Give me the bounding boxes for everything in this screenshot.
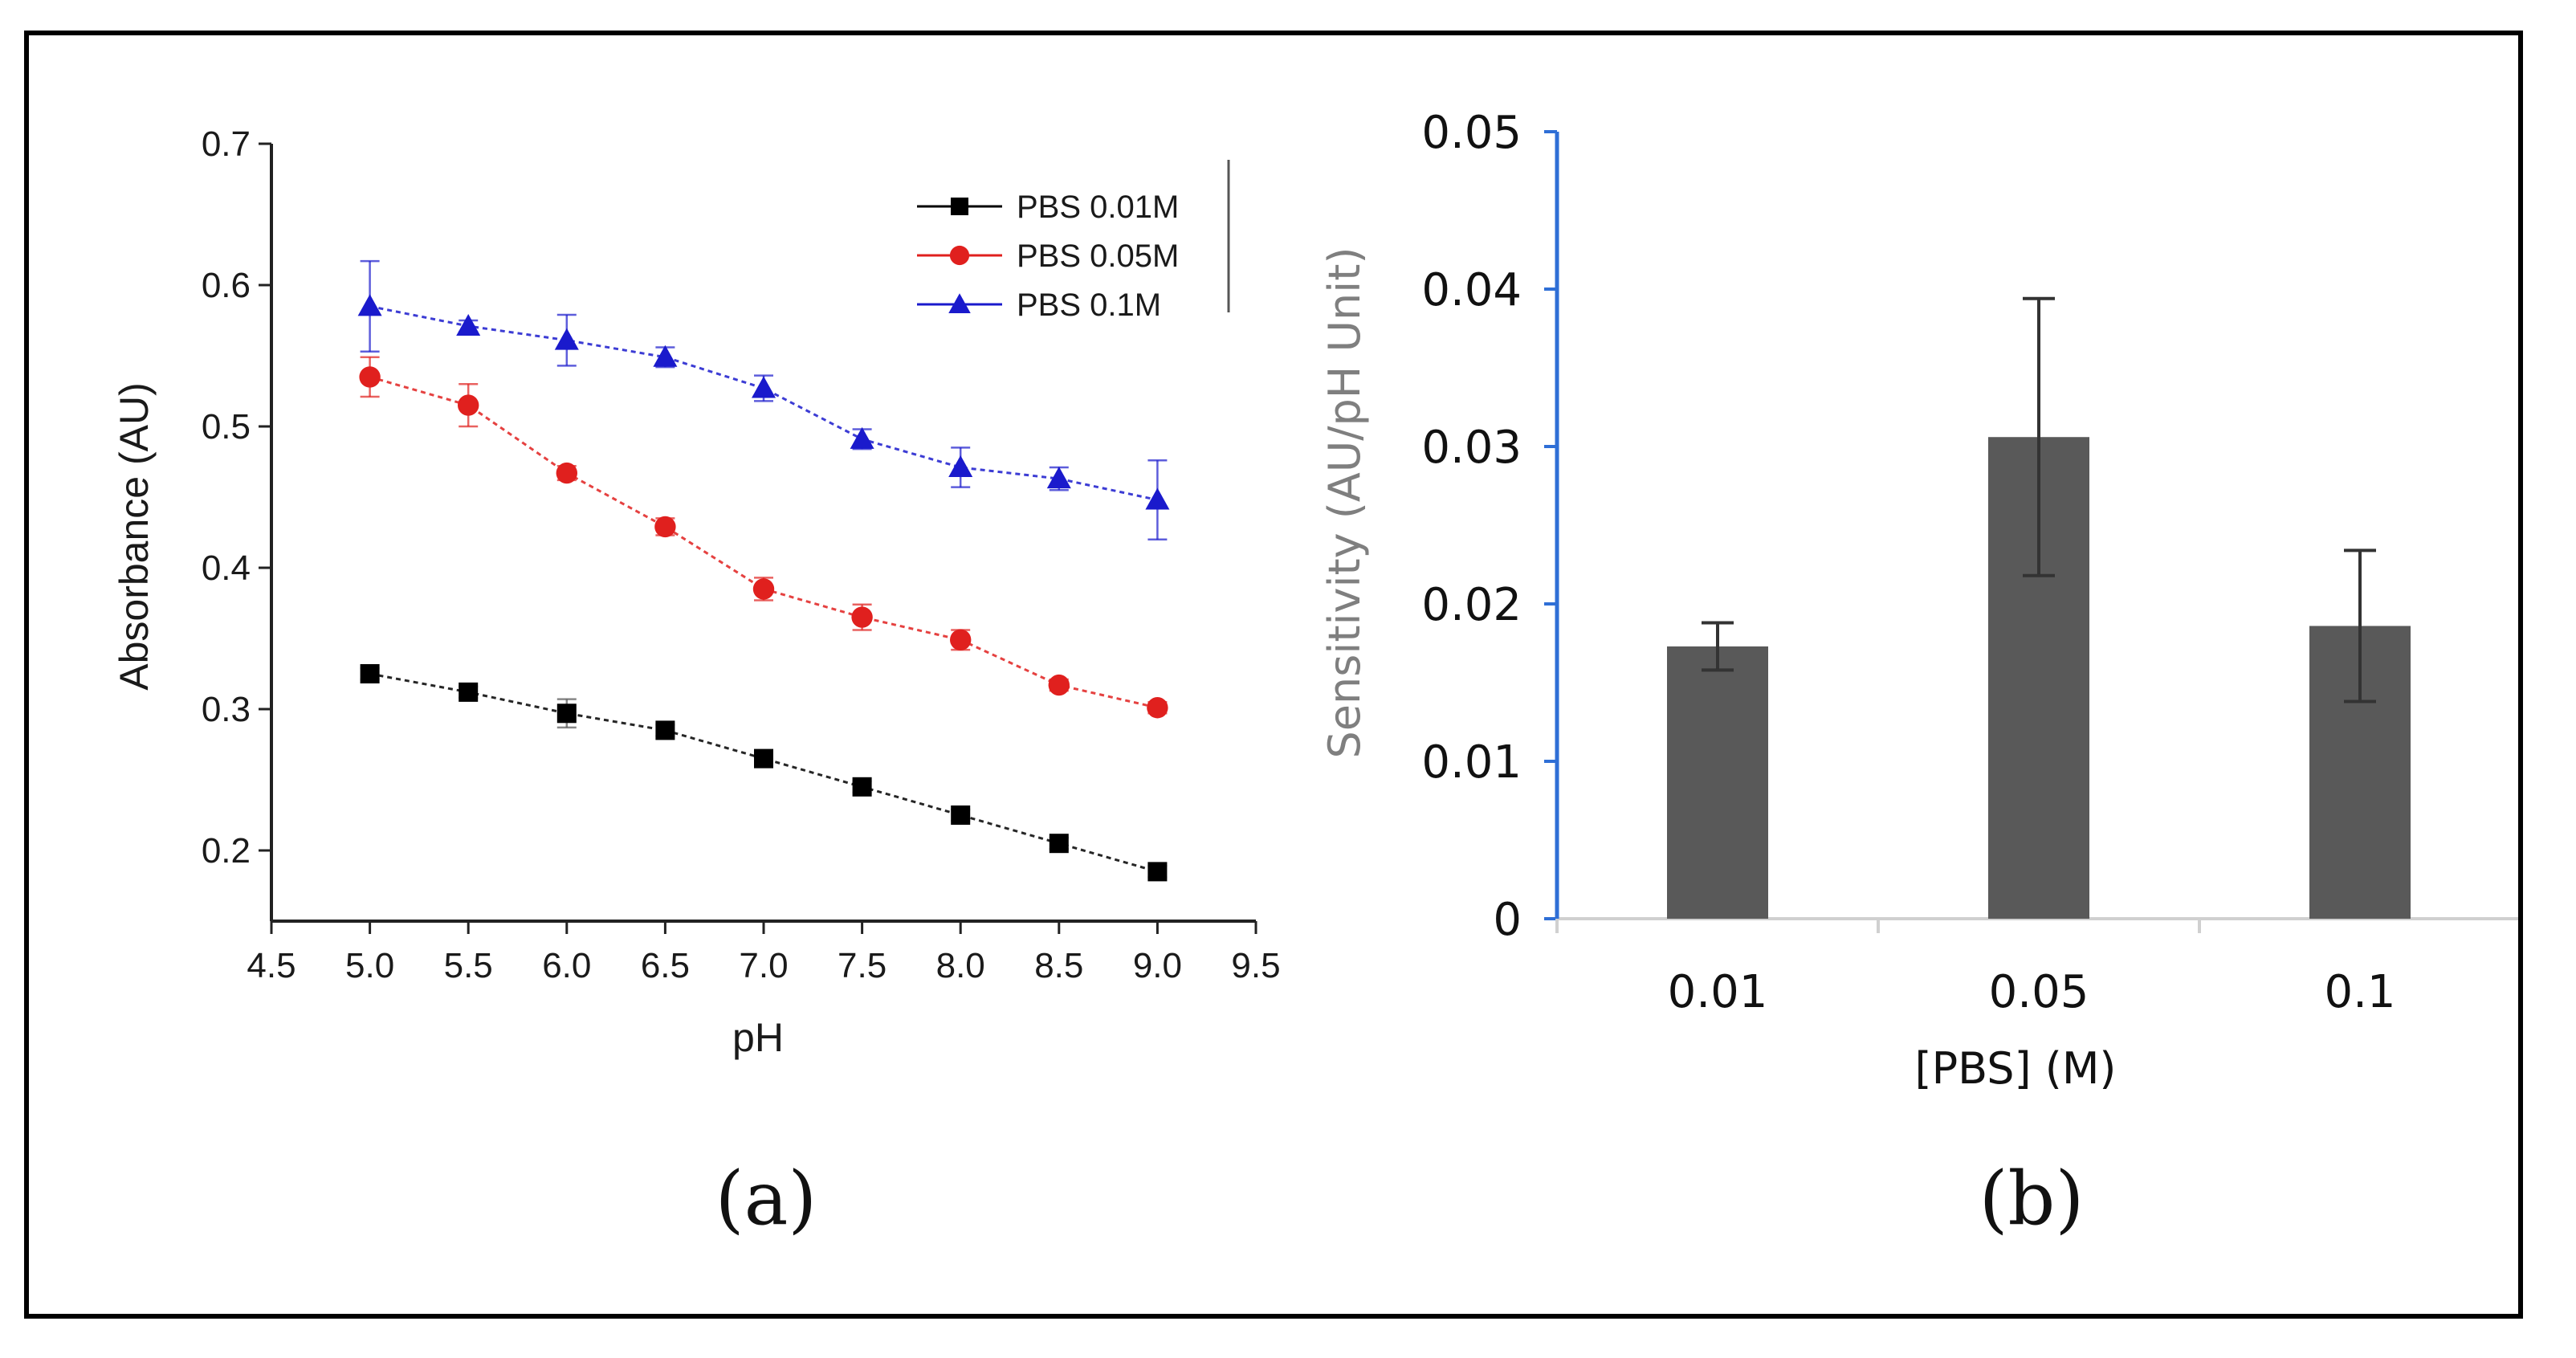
data-point — [754, 748, 773, 769]
y-tick-label: 0.3 — [202, 690, 251, 729]
y-tick-label: 0.6 — [202, 266, 251, 305]
legend-marker — [949, 245, 970, 266]
data-point — [1145, 487, 1170, 510]
data-point — [456, 314, 481, 336]
x-tick-label: 7.0 — [739, 946, 788, 985]
line-chart-legend: PBS 0.01M PBS 0.05M PBS 0.1M — [917, 160, 1230, 323]
line-chart-y-axis-title: Absorbance (AU) — [112, 382, 157, 691]
x-tick-label: 5.0 — [345, 946, 394, 985]
data-point — [556, 462, 577, 484]
series-1 — [360, 664, 1168, 882]
legend-item: PBS 0.01M — [917, 190, 1179, 225]
bar-chart-y-ticks: 0 0.01 0.02 0.03 0.04 0.05 — [1421, 107, 1557, 946]
data-point — [948, 455, 973, 478]
x-tick-label: 6.5 — [641, 946, 690, 985]
bar-chart-x-axis-title: [PBS] (M) — [1915, 1043, 2117, 1094]
y-tick-label: 0.04 — [1421, 264, 1522, 316]
data-point — [1048, 674, 1070, 696]
x-tick-label: 0.05 — [1989, 966, 2089, 1018]
bar — [1667, 646, 1768, 919]
y-tick-label: 0.01 — [1421, 736, 1522, 789]
data-point — [852, 777, 872, 797]
bar-chart-panel: 0 0.01 0.02 0.03 0.04 0.05 0.01 0.05 0.1 [PBS] … — [1319, 107, 2518, 1242]
x-tick-label: 0.01 — [1668, 966, 1768, 1018]
y-tick-label: 0.03 — [1421, 422, 1522, 474]
panel-label-a: (a) — [715, 1156, 817, 1242]
x-tick-label: 9.5 — [1231, 946, 1280, 985]
data-point — [653, 345, 678, 367]
y-tick-label: 0 — [1493, 894, 1522, 946]
data-point — [459, 682, 479, 702]
series-line — [369, 304, 1158, 501]
data-point — [654, 516, 676, 538]
data-point — [1049, 834, 1069, 854]
x-tick-label: 0.1 — [2324, 966, 2395, 1018]
x-tick-label: 8.5 — [1034, 946, 1083, 985]
legend-item: PBS 0.1M — [917, 288, 1161, 323]
line-chart-x-axis-title: pH — [732, 1015, 784, 1060]
bar-chart-bars — [1667, 296, 2411, 919]
series-line — [369, 672, 1158, 873]
series-line — [369, 375, 1158, 709]
y-tick-label: 0.05 — [1421, 107, 1522, 159]
x-tick-label: 8.0 — [936, 946, 985, 985]
x-tick-label: 6.0 — [542, 946, 591, 985]
x-tick-label: 7.5 — [838, 946, 887, 985]
data-point — [950, 629, 972, 650]
legend-marker — [948, 293, 971, 313]
data-point — [752, 578, 775, 600]
series-2 — [359, 356, 1168, 719]
y-tick-label: 0.5 — [202, 407, 251, 447]
series-3 — [357, 259, 1170, 541]
legend-label: PBS 0.05M — [1017, 239, 1179, 274]
data-point — [1147, 697, 1168, 719]
line-chart-panel: 4.5 5.0 5.5 6.0 6.5 7.0 7.5 8.0 8.5 9.0 9.5 0.2 0.3… — [112, 124, 1281, 1242]
line-chart-y-ticks: 0.2 0.3 0.4 0.5 0.6 0.7 — [202, 124, 271, 871]
x-tick-label: 9.0 — [1133, 946, 1182, 985]
x-tick-label: 5.5 — [444, 946, 493, 985]
data-point — [655, 720, 675, 740]
legend-label: PBS 0.01M — [1017, 190, 1179, 225]
data-point — [360, 664, 380, 683]
figure-canvas: 4.5 5.0 5.5 6.0 6.5 7.0 7.5 8.0 8.5 9.0 9.5 0.2 0.3… — [112, 107, 2518, 1242]
data-point — [359, 366, 381, 388]
legend-item: PBS 0.05M — [917, 239, 1179, 274]
line-chart-x-ticks: 4.5 5.0 5.5 6.0 6.5 7.0 7.5 8.0 8.5 9.0 9.5 — [247, 921, 1281, 985]
legend-label: PBS 0.1M — [1017, 288, 1161, 323]
data-point — [752, 376, 776, 398]
data-point — [556, 703, 577, 724]
panel-label-b: (b) — [1979, 1156, 2085, 1242]
data-point — [851, 606, 873, 628]
y-tick-label: 0.4 — [202, 549, 251, 588]
legend-marker — [951, 198, 968, 215]
figure-frame: 4.5 5.0 5.5 6.0 6.5 7.0 7.5 8.0 8.5 9.0 9.5 0.2 0.3… — [24, 31, 2523, 1319]
bar-chart-x-ticks: 0.01 0.05 0.1 — [1555, 919, 2396, 1018]
line-chart-series-group — [357, 259, 1170, 882]
data-point — [458, 394, 479, 416]
y-tick-label: 0.2 — [202, 831, 251, 871]
x-tick-label: 4.5 — [247, 946, 296, 985]
data-point — [554, 328, 579, 350]
y-tick-label: 0.02 — [1421, 579, 1522, 631]
data-point — [951, 805, 971, 825]
data-point — [850, 426, 874, 449]
y-tick-label: 0.7 — [202, 124, 251, 164]
data-point — [357, 294, 382, 316]
data-point — [1046, 467, 1071, 489]
data-point — [1147, 862, 1168, 882]
bar-chart-y-axis-title: Sensitivity (AU/pH Unit) — [1319, 247, 1370, 758]
